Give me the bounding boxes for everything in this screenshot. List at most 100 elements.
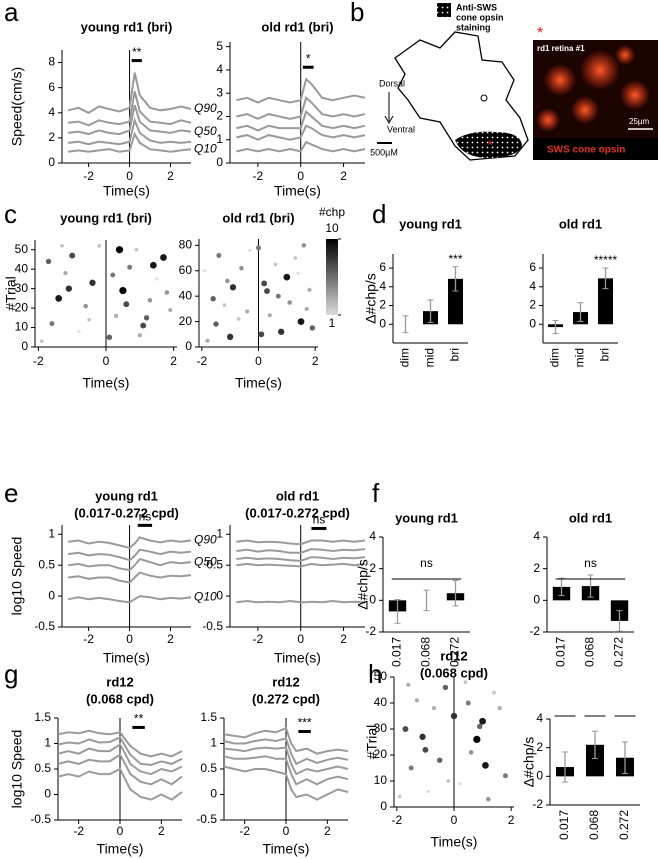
- chart-scatter: young rd1 (bri) 0 10 20 30 40 50 #Trial -2 0 2 Time…: [3, 210, 178, 390]
- y-tick-label: 80: [179, 238, 193, 252]
- chart-subtitle: (0.017-0.272 cpd): [245, 505, 350, 520]
- x-tick-label: 0: [126, 632, 133, 646]
- scale-label: 500µM: [370, 147, 398, 157]
- y-tick-label: 3: [216, 85, 223, 99]
- significance-label: *: [306, 51, 311, 65]
- x-tick-label: -2: [73, 824, 84, 838]
- colorbar-tick-label: 1: [329, 316, 336, 330]
- panel-letter: g: [4, 659, 18, 689]
- y-tick-label: -0.5: [30, 812, 51, 826]
- spike-point: [304, 306, 309, 311]
- orientation-label: Ventral: [387, 124, 415, 134]
- micrograph-cell: [620, 80, 650, 110]
- x-tick-label: -2: [196, 354, 207, 368]
- y-tick-label: 2: [216, 109, 223, 123]
- spike-point: [422, 746, 429, 753]
- series-line: [67, 117, 192, 146]
- y-tick-label: 30: [374, 721, 388, 735]
- spike-point: [482, 762, 489, 769]
- y-tick-label: 0: [216, 588, 223, 602]
- x-tick-label: 0: [126, 169, 133, 183]
- x-axis-label: Time(s): [274, 650, 321, 666]
- chart-title: rd12: [272, 674, 299, 689]
- y-tick-label: 4: [48, 105, 55, 119]
- y-tick-label: 20: [374, 747, 388, 761]
- quantile-label: Q10: [194, 141, 217, 155]
- series-line: [223, 737, 349, 766]
- spike-point: [309, 325, 316, 331]
- y-tick-label: 1: [216, 526, 223, 540]
- x-axis-label: Time(s): [97, 841, 144, 857]
- series-line: [236, 96, 366, 120]
- micrograph-cell: [544, 64, 576, 96]
- spike-point: [477, 723, 483, 730]
- spike-point: [283, 273, 291, 281]
- x-tick-label: 2: [508, 813, 515, 827]
- chart-title: rd12: [106, 674, 133, 689]
- y-tick-label: 2: [48, 130, 55, 144]
- chart-title: young rd1: [395, 510, 458, 525]
- quantile-label: Q90: [194, 533, 217, 547]
- category-label: mid: [423, 348, 437, 367]
- y-axis-label: #Trial: [3, 276, 19, 311]
- category-label: mid: [573, 348, 587, 367]
- spike-point: [458, 782, 462, 786]
- category-label: 0.068: [419, 637, 433, 667]
- arrow-head: [384, 115, 394, 125]
- x-tick-label: -2: [83, 169, 94, 183]
- spike-point: [258, 331, 265, 338]
- x-tick-label: 2: [340, 632, 347, 646]
- x-tick-label: 2: [167, 169, 174, 183]
- x-tick-label: 2: [158, 824, 165, 838]
- chart-bar: -2 0 2 4 Δ#chp/s 0.017 0.068 0.272: [521, 711, 640, 840]
- spike-point: [229, 284, 237, 291]
- y-tick-label: 10: [374, 773, 388, 787]
- y-tick-label: 0.5: [34, 761, 51, 775]
- x-axis-label: Time(s): [103, 183, 150, 199]
- series-line: [57, 729, 183, 758]
- category-label: 0.272: [612, 637, 626, 667]
- significance-label: ***: [448, 252, 462, 266]
- x-tick-label: 0: [297, 632, 304, 646]
- marker: *: [487, 137, 493, 153]
- series-line: [223, 765, 349, 801]
- spike-point: [97, 244, 102, 248]
- spike-point: [468, 750, 474, 755]
- marker: *: [537, 25, 543, 42]
- spike-point: [168, 307, 173, 313]
- y-tick-label: 4: [379, 279, 386, 293]
- spike-point: [426, 789, 430, 794]
- chart-line: rd12 (0.068 cpd) -0.5 0 0.5 1 1.5 log10 Speed -2…: [9, 674, 183, 857]
- y-tick-label: 1: [44, 736, 51, 750]
- significance-label: ***: [298, 716, 312, 730]
- series-line: [236, 539, 366, 546]
- bar: [448, 278, 463, 325]
- chart-title: old rd1 (bri): [261, 19, 333, 34]
- category-label: 0.017: [557, 810, 571, 840]
- spike-point: [143, 315, 150, 321]
- chart-title: old rd1: [276, 488, 319, 503]
- quantile-label: Q50: [194, 124, 217, 138]
- bar: [586, 744, 604, 777]
- y-tick-label: 4: [216, 62, 223, 76]
- spike-point: [502, 773, 508, 779]
- series-line: [236, 599, 366, 604]
- image-title: rd1 retina #1: [537, 44, 585, 53]
- spike-point: [114, 313, 119, 318]
- spike-point: [160, 254, 167, 261]
- series-line: [236, 556, 366, 562]
- panel-letter: h: [368, 659, 382, 689]
- series-line: [67, 571, 192, 584]
- legend-swatch: [437, 3, 451, 17]
- y-tick-label: 0.5: [206, 557, 223, 571]
- x-tick-label: 2: [170, 354, 177, 368]
- y-tick-label: 20: [15, 300, 29, 314]
- spike-point: [203, 269, 207, 273]
- spike-point: [293, 256, 298, 260]
- chart-subtitle: (0.068 cpd): [420, 665, 488, 680]
- legend-text: staining: [456, 22, 491, 32]
- y-tick-label: 10: [15, 320, 29, 334]
- spike-point: [227, 333, 234, 340]
- x-tick-label: -2: [253, 169, 264, 183]
- spike-point: [275, 293, 281, 299]
